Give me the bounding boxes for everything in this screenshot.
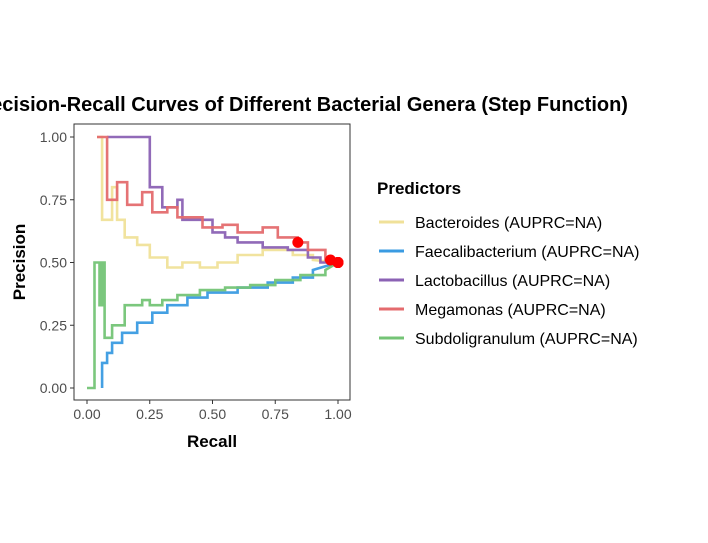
- y-axis: 0.00 0.25 0.50 0.75 1.00: [40, 129, 74, 396]
- y-tick-label: 0.50: [40, 255, 67, 271]
- x-axis-title: Recall: [187, 432, 237, 451]
- x-tick-label: 0.75: [262, 406, 289, 422]
- legend-label: Lactobacillus (AUPRC=NA): [415, 273, 610, 290]
- series-line-subdoligranulum: [87, 261, 339, 390]
- legend-label: Faecalibacterium (AUPRC=NA): [415, 244, 640, 261]
- legend-label: Subdoligranulum (AUPRC=NA): [415, 331, 638, 348]
- x-axis: 0.00 0.25 0.50 0.75 1.00: [73, 400, 352, 422]
- legend-items: Bacteroides (AUPRC=NA) Faecalibacterium (…: [379, 215, 640, 348]
- threshold-point: [292, 236, 304, 248]
- plot-area: [73, 123, 351, 401]
- x-tick-label: 0.50: [199, 406, 226, 422]
- endpoint-markers: [292, 236, 344, 268]
- y-tick-label: 0.25: [40, 317, 67, 333]
- series-line-faecalibacterium: [100, 261, 339, 388]
- legend-label: Megamonas (AUPRC=NA): [415, 302, 606, 319]
- y-tick-label: 1.00: [40, 129, 67, 145]
- x-tick-label: 0.25: [136, 406, 163, 422]
- y-tick-label: 0.00: [40, 380, 67, 396]
- plot-panel-border: [73, 123, 351, 401]
- y-axis-title: Precision: [10, 224, 29, 301]
- legend-title: Predictors: [377, 179, 461, 198]
- x-tick-label: 0.00: [73, 406, 100, 422]
- threshold-point: [332, 257, 344, 268]
- chart-title: Precision-Recall Curves of Different Bac…: [0, 94, 628, 116]
- legend-label: Bacteroides (AUPRC=NA): [415, 215, 602, 232]
- x-tick-label: 1.00: [324, 406, 351, 422]
- y-tick-label: 0.75: [40, 192, 67, 208]
- legend: Predictors Bacteroides (AUPRC=NA) Faecali…: [377, 179, 640, 348]
